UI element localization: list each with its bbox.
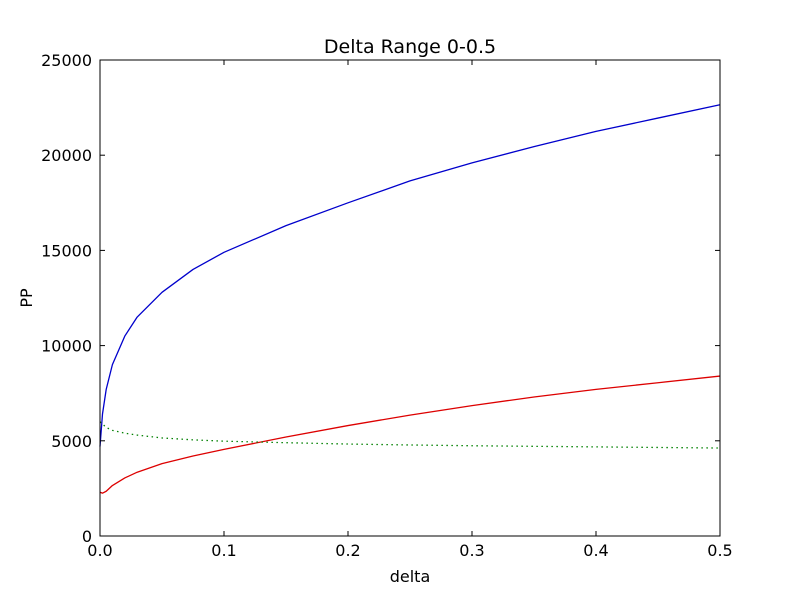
x-tick-label: 0.2 [335,541,360,560]
y-tick-label: 25000 [41,51,92,70]
x-axis-label: delta [390,567,431,586]
x-tick-label: 0.5 [707,541,732,560]
y-tick-label: 20000 [41,146,92,165]
y-axis-label: PP [17,288,36,308]
y-tick-label: 15000 [41,241,92,260]
x-tick-label: 0.3 [459,541,484,560]
x-tick-label: 0.1 [211,541,236,560]
series-line-3 [99,421,721,449]
x-tick-label: 0.0 [87,541,112,560]
y-tick-label: 5000 [51,432,92,451]
series-line-2 [99,375,721,494]
series-line-1 [99,104,721,447]
y-tick-label: 10000 [41,337,92,356]
x-tick-label: 0.4 [583,541,608,560]
plot-frame [99,59,721,537]
y-tick-label: 0 [82,527,92,546]
chart-title: Delta Range 0-0.5 [324,36,496,58]
